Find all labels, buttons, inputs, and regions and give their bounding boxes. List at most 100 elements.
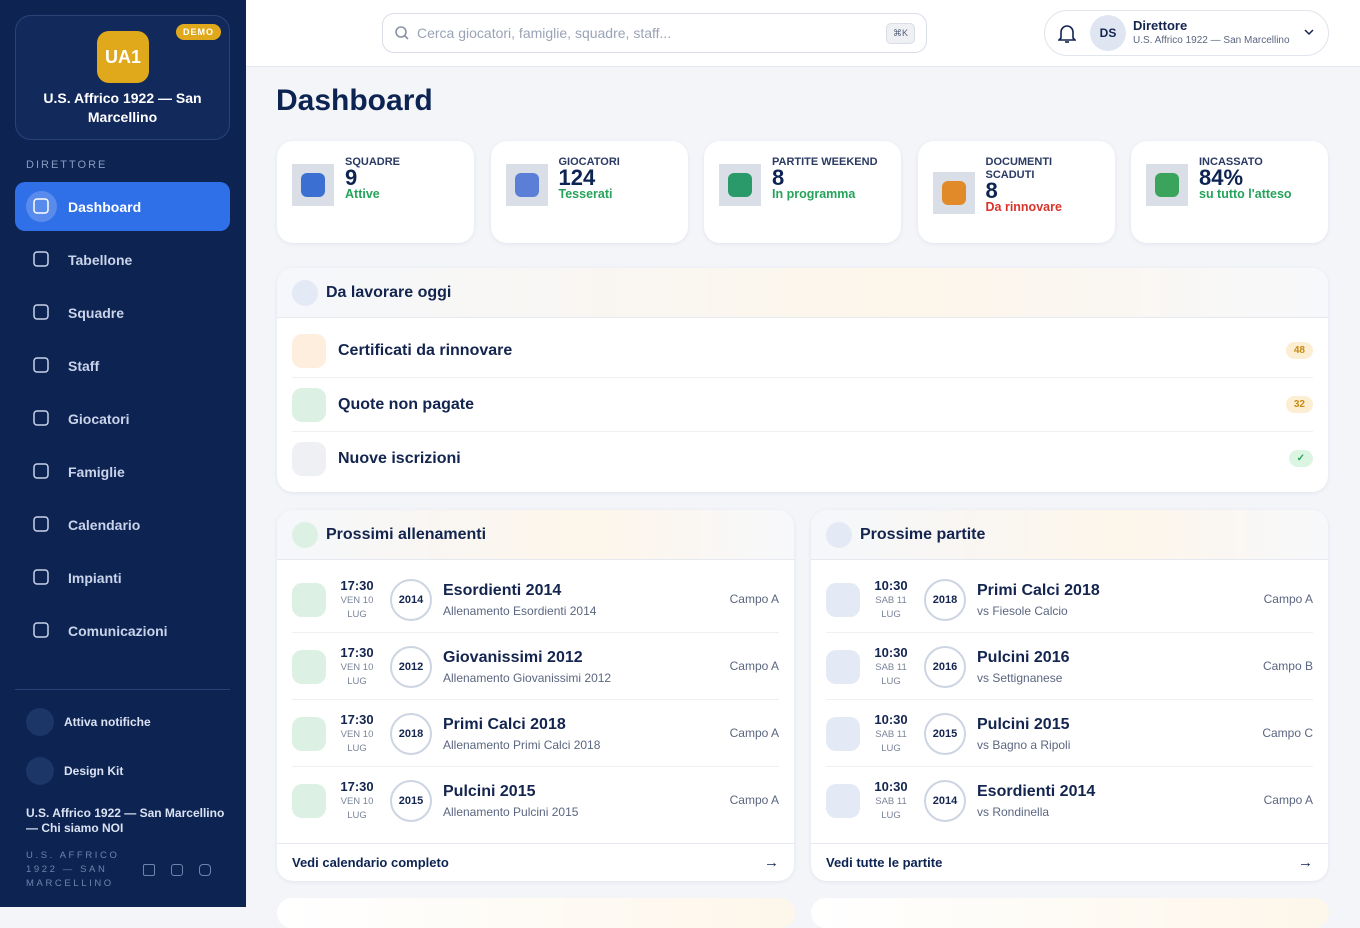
nav-item[interactable]: Squadre [15,288,230,337]
row-sub: Allenamento Giovanissimi 2012 [443,671,612,685]
nav-label: Staff [68,357,100,374]
chevron [1304,29,1314,36]
user-menu[interactable]: DS Direttore U.S. Affrico 1922 — San Mar… [1044,10,1329,56]
stat-card: INCASSATO 84% su tutto l'atteso [1131,141,1328,243]
nav-label: Calendario [68,516,141,533]
club-name: U.S. Affrico 1922 — San Marcellino [43,90,202,125]
list-row[interactable]: 17:30 VEN 10 LUG 2015 Pulcini 2015 Allenamen… [292,767,779,834]
trainings-card: Prossimi allenamenti 17:30 VEN 10 LUG 2014… [277,510,794,881]
list-row[interactable]: 10:30 SAB 11 LUG 2014 Esordienti 2014 vs Ron… [826,767,1313,834]
topbar: Cerca giocatori, famiglie, squadre, staf… [246,0,1360,67]
todo-badge: 48 [1285,342,1313,359]
day: VEN 10 LUG [340,729,374,754]
nav-item[interactable]: Dashboard [15,182,230,231]
icon [26,757,54,785]
list-row[interactable]: 17:30 VEN 10 LUG 2014 Esordienti 2014 Allena… [292,566,779,633]
row-icon [826,784,860,818]
stat-text: GIOCATORI 124 Tesserati [559,156,677,201]
field: Campo A [729,659,779,673]
day: SAB 11 LUG [875,796,907,821]
stat-sub: su tutto l'atteso [1199,187,1292,201]
nav-icon [33,357,49,373]
time: 10:30 [874,779,908,794]
todo-badge: 32 [1285,396,1313,413]
row-icon [292,583,326,617]
list-row[interactable]: 10:30 SAB 11 LUG 2016 Pulcini 2016 vs Settig… [826,633,1313,700]
search-box[interactable]: Cerca giocatori, famiglie, squadre, staf… [382,13,927,53]
stat-icon [505,164,548,206]
icon-glyph [301,173,325,197]
nav-item[interactable]: Staff [15,341,230,390]
team-name: Pulcini 2015 [443,783,536,800]
demo-badge: DEMO [176,24,221,40]
todo-label: Certificati da rinnovare [338,341,513,359]
nav-item[interactable]: Impianti [15,553,230,602]
field: Campo A [1263,592,1313,606]
nav-item[interactable]: Famiglie [15,447,230,496]
notifications-toggle[interactable]: Attiva notifiche [26,708,151,736]
stat-value: 9 [345,165,358,190]
stat-label: SQUADRE [345,156,401,168]
list-row[interactable]: 10:30 SAB 11 LUG 2018 Primi Calci 2018 vs Fi… [826,566,1313,633]
team-name: Giovanissimi 2012 [443,649,583,666]
row-sub: vs Rondinella [977,805,1050,819]
time-block: 17:30 VEN 10 LUG [332,712,382,756]
field: Campo B [1262,659,1313,673]
stat-label: INCASSATO [1199,156,1263,168]
field: Campo A [729,592,779,606]
year-badge: 2018 [924,579,966,621]
row-sub: vs Fiesole Calcio [977,604,1068,618]
matches-link[interactable]: Vedi tutte le partite → [811,843,1328,881]
todo-item[interactable]: Nuove iscrizioni ✓ [292,432,1313,486]
icon-glyph [1155,173,1179,197]
stat-label: PARTITE WEEKEND [772,156,878,168]
list-row[interactable]: 17:30 VEN 10 LUG 2018 Primi Calci 2018 Allen… [292,700,779,767]
time-block: 17:30 VEN 10 LUG [332,578,382,622]
instagram-icon[interactable] [171,864,183,876]
stat-sub: Da rinnovare [985,200,1062,214]
icon-glyph [514,173,539,197]
club-logo: UA1 [97,31,149,83]
bell-icon[interactable] [1058,24,1076,44]
icon [26,708,54,736]
day: VEN 10 LUG [340,662,374,687]
team-name: Esordienti 2014 [977,783,1096,800]
time-block: 17:30 VEN 10 LUG [332,645,382,689]
field: Campo C [1262,726,1313,740]
footer-club[interactable]: U.S. Affrico 1922 — San Marcellino — Chi… [26,806,225,835]
nav-icon [33,569,49,585]
card-title: Prossime partite [860,525,986,543]
todo-label: Quote non pagate [338,395,474,413]
time: 17:30 [340,712,374,727]
club-card: UA1 DEMO U.S. Affrico 1922 — San Marcell… [15,15,230,140]
card-title: Da lavorare oggi [326,283,452,301]
label: Design Kit [64,764,124,778]
nav-item[interactable]: Giocatori [15,394,230,443]
day: VEN 10 LUG [340,595,374,620]
avatar: DS [1090,15,1126,51]
design-kit-link[interactable]: Design Kit [26,757,123,785]
todo-item[interactable]: Quote non pagate 32 [292,378,1313,432]
list-row[interactable]: 10:30 SAB 11 LUG 2015 Pulcini 2015 vs Bagno … [826,700,1313,767]
row-sub: vs Bagno a Ripoli [977,738,1071,752]
nav-section: DIRETTORE [26,159,108,171]
nav-item[interactable]: Tabellone [15,235,230,284]
stat-text: INCASSATO 84% su tutto l'atteso [1199,156,1317,201]
time-block: 10:30 SAB 11 LUG [866,578,916,622]
stat-card: SQUADRE 9 Attive [277,141,474,243]
divider [15,689,230,690]
nav-item[interactable]: Calendario [15,500,230,549]
team-name: Pulcini 2015 [977,716,1070,733]
trainings-link[interactable]: Vedi calendario completo → [277,843,794,881]
stat-value: 84% [1199,165,1244,190]
row-icon [826,583,860,617]
todo-item[interactable]: Certificati da rinnovare 48 [292,324,1313,378]
icon [292,522,318,548]
facebook-icon[interactable] [143,864,155,876]
list-row[interactable]: 17:30 VEN 10 LUG 2012 Giovanissimi 2012 Alle… [292,633,779,700]
stat-icon [719,164,761,206]
nav-item[interactable]: Comunicazioni [15,606,230,655]
stat-card: PARTITE WEEKEND 8 In programma [704,141,901,243]
youtube-icon[interactable] [199,864,211,876]
